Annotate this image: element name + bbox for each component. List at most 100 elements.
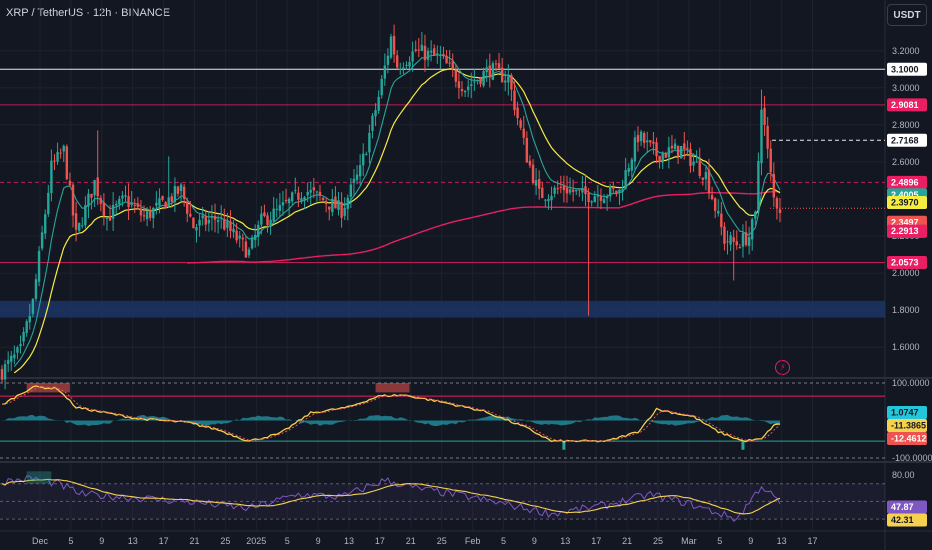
x-tick-label: 17 — [591, 536, 601, 546]
candle-body — [463, 90, 467, 93]
candle-body — [37, 250, 41, 282]
candle-body — [74, 213, 78, 230]
candle-body — [386, 55, 390, 65]
candle-body — [50, 160, 53, 194]
candle-body — [380, 78, 383, 96]
price-tag: 2.2913 — [891, 226, 919, 236]
candle-body — [528, 160, 532, 166]
candle-body — [303, 197, 306, 201]
candle-body — [482, 71, 485, 86]
candle-body — [605, 196, 609, 199]
x-tick-label: 13 — [560, 536, 570, 546]
candle-body — [324, 200, 328, 205]
candle-body — [244, 241, 248, 258]
candle-body — [636, 135, 640, 143]
osc-os-marker — [562, 441, 566, 450]
candle-body — [124, 195, 127, 197]
candle-body — [584, 186, 587, 195]
candle-body — [383, 65, 387, 79]
candle-body — [216, 219, 220, 223]
rsi-tag-bg — [887, 500, 927, 514]
rsi-ma-line — [1, 478, 781, 515]
price-tag-bg — [887, 224, 927, 238]
candle-body — [300, 198, 303, 201]
candle-body — [368, 132, 371, 153]
candle-body — [723, 226, 726, 244]
candle-body — [257, 224, 260, 237]
candle-body — [649, 140, 652, 143]
candle-body — [581, 188, 584, 193]
candle-body — [133, 204, 136, 206]
candles — [0, 24, 782, 390]
candle-body — [470, 84, 473, 86]
candle-body — [331, 198, 334, 213]
candle-body — [321, 197, 325, 201]
candle-body — [661, 153, 664, 163]
candle-body — [590, 201, 593, 203]
candle-body — [16, 347, 19, 353]
candle-body — [204, 216, 207, 225]
candle-body — [433, 48, 436, 55]
x-tick-label: 17 — [807, 536, 817, 546]
candle-body — [105, 217, 109, 219]
level-tag-bg — [887, 255, 927, 269]
x-tick-label: 25 — [220, 536, 230, 546]
candle-body — [65, 146, 69, 180]
candle-body — [744, 232, 748, 246]
candle-body — [19, 343, 22, 347]
candle-body — [102, 202, 106, 217]
candle-body — [142, 215, 146, 217]
candle-body — [695, 161, 698, 163]
y-tick-label: 2.0000 — [892, 268, 920, 278]
candle-body — [627, 168, 630, 172]
candle-body — [28, 315, 31, 323]
currency-button[interactable]: USDT — [887, 4, 927, 26]
candle-body — [374, 110, 377, 117]
candle-body — [568, 189, 572, 193]
x-tick-label: Feb — [465, 536, 481, 546]
candle-body — [772, 173, 776, 198]
candle-body — [59, 152, 62, 154]
candle-body — [77, 222, 81, 231]
candle-body — [402, 67, 405, 69]
candle-body — [263, 212, 266, 216]
price-tag-bg — [887, 196, 927, 210]
x-tick-label: 13 — [128, 536, 138, 546]
level-tag: 3.1000 — [891, 64, 919, 74]
candle-body — [53, 160, 56, 162]
level-tag: 2.7168 — [891, 135, 919, 145]
candle-body — [207, 219, 211, 224]
x-tick-label: 21 — [189, 536, 199, 546]
candle-body — [343, 207, 346, 216]
candle-body — [559, 186, 563, 188]
candle-body — [34, 279, 38, 299]
candle-body — [757, 160, 760, 211]
y-tick-label: 1.8000 — [892, 305, 920, 315]
x-tick-label: 17 — [375, 536, 385, 546]
candle-body — [62, 145, 65, 152]
candle-body — [96, 177, 99, 197]
x-tick-label: 9 — [532, 536, 537, 546]
candle-body — [423, 45, 427, 61]
candle-body — [460, 89, 464, 92]
candle-body — [179, 184, 183, 192]
candle-body — [541, 187, 544, 199]
flash-icon[interactable]: ⚡ — [775, 360, 790, 375]
x-tick-label: 2025 — [246, 536, 266, 546]
candle-body — [763, 107, 766, 125]
candle-body — [118, 198, 121, 205]
candle-body — [81, 225, 84, 227]
candle-body — [692, 161, 695, 166]
candle-body — [340, 201, 343, 218]
candle-body — [445, 55, 448, 64]
osc-tick-label: 100.0000 — [892, 378, 930, 388]
ma200-line — [187, 191, 780, 264]
x-tick-label: 5 — [501, 536, 506, 546]
candle-body — [760, 109, 763, 164]
candle-body — [318, 191, 322, 196]
candle-body — [556, 188, 559, 190]
candle-body — [349, 184, 353, 197]
candle-body — [115, 203, 118, 206]
candle-body — [537, 179, 541, 189]
